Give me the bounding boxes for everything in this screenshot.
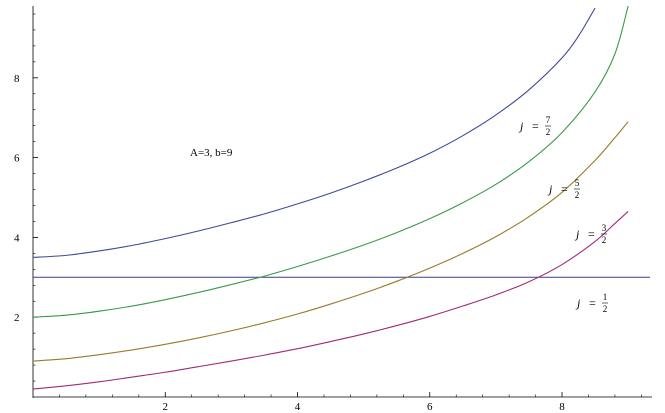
parameter-annotation: A=3, b=9 — [190, 147, 233, 159]
series-line-j-5-2 — [32, 5, 629, 318]
series-label-variable: j — [575, 296, 581, 310]
series-label-denominator: 2 — [603, 304, 608, 314]
series-label-layer: j = 7 2 j = 5 2 j = 3 2 j = 1 2 — [518, 115, 608, 314]
series-line-j-3-2 — [32, 121, 629, 362]
series-label-j-1-2: j = 1 2 — [575, 292, 608, 314]
x-tick-label: 6 — [427, 401, 433, 413]
series-label-numerator: 5 — [575, 178, 580, 188]
y-tick-label: 4 — [14, 232, 20, 244]
series-label-equals: = — [589, 296, 596, 310]
series-label-variable: j — [518, 119, 524, 133]
series-label-denominator: 2 — [575, 190, 580, 200]
series-label-denominator: 2 — [546, 127, 551, 137]
series-label-j-5-2: j = 5 2 — [547, 178, 580, 200]
series-label-numerator: 1 — [603, 292, 608, 302]
series-layer — [32, 5, 629, 390]
series-label-j-3-2: j = 3 2 — [574, 223, 607, 245]
x-tick-label: 2 — [163, 401, 169, 413]
series-label-numerator: 3 — [602, 223, 607, 233]
x-tick-label: 4 — [295, 401, 301, 413]
series-label-numerator: 7 — [546, 115, 551, 125]
series-line-j-1-2 — [32, 211, 629, 390]
y-tick-label: 2 — [14, 312, 20, 324]
series-line-j-7-2 — [32, 7, 596, 258]
x-tick-label: 8 — [559, 401, 565, 413]
series-label-equals: = — [588, 227, 595, 241]
axes: 2 4 6 8 2 4 6 8 — [14, 6, 652, 413]
series-label-j-7-2: j = 7 2 — [518, 115, 551, 137]
y-tick-label: 8 — [14, 73, 20, 85]
series-label-equals: = — [532, 119, 539, 133]
series-label-denominator: 2 — [602, 235, 607, 245]
series-label-variable: j — [547, 182, 553, 196]
y-tick-label: 6 — [14, 153, 20, 165]
series-label-variable: j — [574, 227, 580, 241]
series-label-equals: = — [561, 182, 568, 196]
